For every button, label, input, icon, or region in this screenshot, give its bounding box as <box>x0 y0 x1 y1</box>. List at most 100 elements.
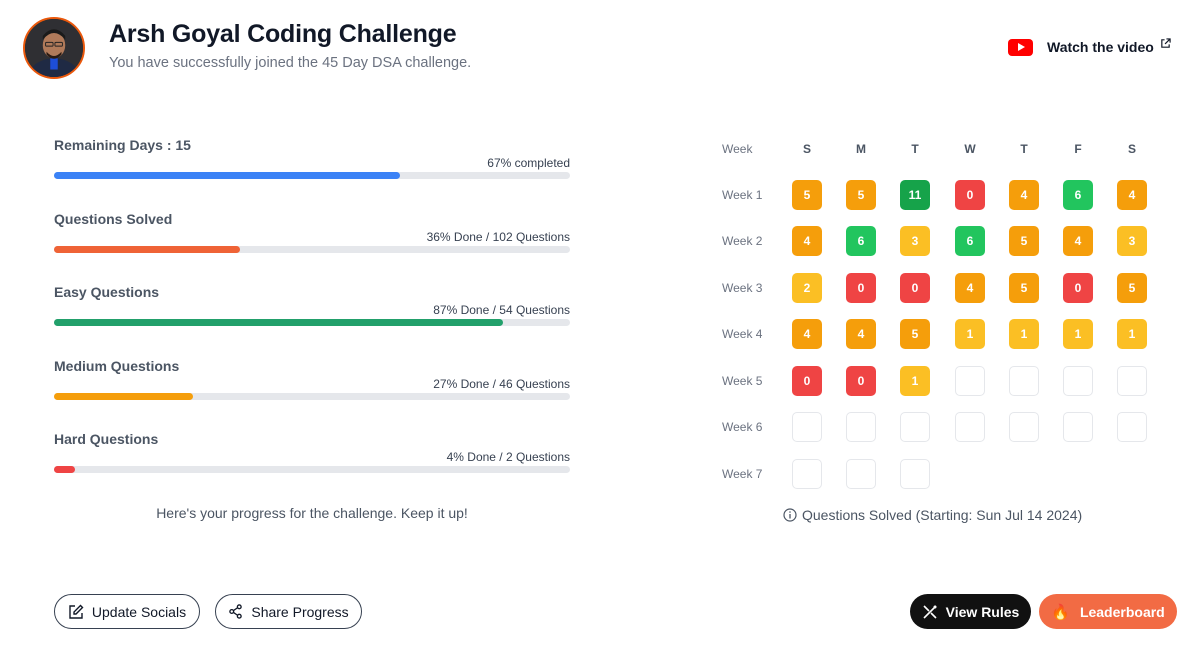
day-cell: 0 <box>846 273 876 303</box>
day-cell: 5 <box>1009 226 1039 256</box>
progress-status: 36% Done / 102 Questions <box>426 230 570 244</box>
day-cell: 4 <box>792 226 822 256</box>
week-label: Week 1 <box>722 188 763 202</box>
week-column-header: Week <box>722 142 753 156</box>
progress-group: Medium Questions 27% Done / 46 Questions <box>54 358 570 403</box>
progress-label: Questions Solved <box>54 211 173 227</box>
week-label: Week 7 <box>722 467 763 481</box>
share-progress-button[interactable]: Share Progress <box>215 594 362 629</box>
update-socials-button[interactable]: Update Socials <box>54 594 200 629</box>
day-cell: 1 <box>955 319 985 349</box>
progress-fill <box>54 393 194 400</box>
day-cell: 3 <box>1117 226 1147 256</box>
day-cell-empty <box>955 412 985 442</box>
day-cell: 5 <box>1009 273 1039 303</box>
progress-group: Hard Questions 4% Done / 2 Questions <box>54 431 570 476</box>
calendar-footnote: Questions Solved (Starting: Sun Jul 14 2… <box>783 507 1082 523</box>
day-cell: 0 <box>900 273 930 303</box>
week-label: Week 2 <box>722 234 763 248</box>
day-cell-empty <box>955 366 985 396</box>
view-rules-label: View Rules <box>945 603 1020 620</box>
youtube-icon <box>1008 38 1033 56</box>
day-cell: 3 <box>900 226 930 256</box>
day-cell: 1 <box>900 366 930 396</box>
day-header: W <box>964 142 976 156</box>
view-rules-button[interactable]: View Rules <box>910 594 1031 629</box>
week-label: Week 3 <box>722 281 763 295</box>
rules-icon <box>923 604 937 619</box>
progress-track <box>54 172 570 179</box>
day-cell: 11 <box>900 180 930 210</box>
progress-fill <box>54 172 400 179</box>
day-cell: 4 <box>955 273 985 303</box>
day-cell: 4 <box>1009 180 1039 210</box>
day-cell: 5 <box>792 180 822 210</box>
info-icon <box>783 508 797 522</box>
day-cell: 5 <box>1117 273 1147 303</box>
day-cell: 6 <box>955 226 985 256</box>
day-cell-empty <box>1117 412 1147 442</box>
progress-group: Questions Solved 36% Done / 102 Questions <box>54 211 570 256</box>
day-cell: 1 <box>1063 319 1093 349</box>
day-cell-empty <box>1117 366 1147 396</box>
day-cell: 4 <box>846 319 876 349</box>
progress-label: Easy Questions <box>54 284 160 300</box>
day-cell-empty <box>900 459 930 489</box>
day-cell-empty <box>1009 366 1039 396</box>
day-cell-empty <box>846 459 876 489</box>
week-label: Week 5 <box>722 374 763 388</box>
week-label: Week 6 <box>722 420 763 434</box>
day-cell: 0 <box>792 366 822 396</box>
day-cell: 4 <box>1063 226 1093 256</box>
progress-fill <box>54 246 240 253</box>
watch-video-label: Watch the video <box>1047 39 1154 55</box>
progress-label: Hard Questions <box>54 431 159 447</box>
progress-status: 4% Done / 2 Questions <box>446 450 570 464</box>
flame-icon: 🔥 <box>1051 603 1070 621</box>
watch-video-link[interactable]: Watch the video <box>1008 36 1171 58</box>
day-header: T <box>1020 142 1028 156</box>
leaderboard-button[interactable]: 🔥 Leaderboard <box>1039 594 1177 629</box>
day-header: S <box>1127 142 1136 156</box>
progress-status: 67% completed <box>487 156 570 170</box>
day-cell: 2 <box>792 273 822 303</box>
progress-track <box>54 466 570 473</box>
day-cell: 0 <box>955 180 985 210</box>
day-cell: 0 <box>846 366 876 396</box>
edit-icon <box>69 604 84 619</box>
day-cell-empty <box>1063 366 1093 396</box>
day-cell: 0 <box>1063 273 1093 303</box>
progress-label: Medium Questions <box>54 358 180 374</box>
progress-label: Remaining Days : 15 <box>54 137 191 153</box>
day-cell: 1 <box>1009 319 1039 349</box>
progress-footnote: Here's your progress for the challenge. … <box>156 505 468 521</box>
progress-track <box>54 393 570 400</box>
progress-track <box>54 246 570 253</box>
day-cell: 6 <box>1063 180 1093 210</box>
progress-fill <box>54 319 503 326</box>
external-link-icon <box>1161 37 1171 48</box>
day-header: S <box>802 142 811 156</box>
progress-group: Remaining Days : 15 67% completed <box>54 137 570 182</box>
progress-status: 27% Done / 46 Questions <box>433 377 570 391</box>
progress-track <box>54 319 570 326</box>
day-cell-empty <box>900 412 930 442</box>
day-cell-empty <box>1009 412 1039 442</box>
share-icon <box>229 604 243 619</box>
update-socials-label: Update Socials <box>91 603 187 620</box>
day-cell: 1 <box>1117 319 1147 349</box>
day-cell: 4 <box>1117 180 1147 210</box>
day-cell: 5 <box>846 180 876 210</box>
day-header: F <box>1074 142 1082 156</box>
progress-fill <box>54 466 75 473</box>
day-header: M <box>856 142 866 156</box>
profile-avatar <box>23 17 85 79</box>
share-progress-label: Share Progress <box>251 603 349 620</box>
calendar-footnote-text: Questions Solved (Starting: Sun Jul 14 2… <box>802 507 1083 523</box>
progress-group: Easy Questions 87% Done / 54 Questions <box>54 284 570 329</box>
day-cell: 6 <box>846 226 876 256</box>
day-cell: 4 <box>792 319 822 349</box>
leaderboard-label: Leaderboard <box>1079 603 1165 620</box>
day-cell-empty <box>1063 412 1093 442</box>
progress-status: 87% Done / 54 Questions <box>433 303 570 317</box>
